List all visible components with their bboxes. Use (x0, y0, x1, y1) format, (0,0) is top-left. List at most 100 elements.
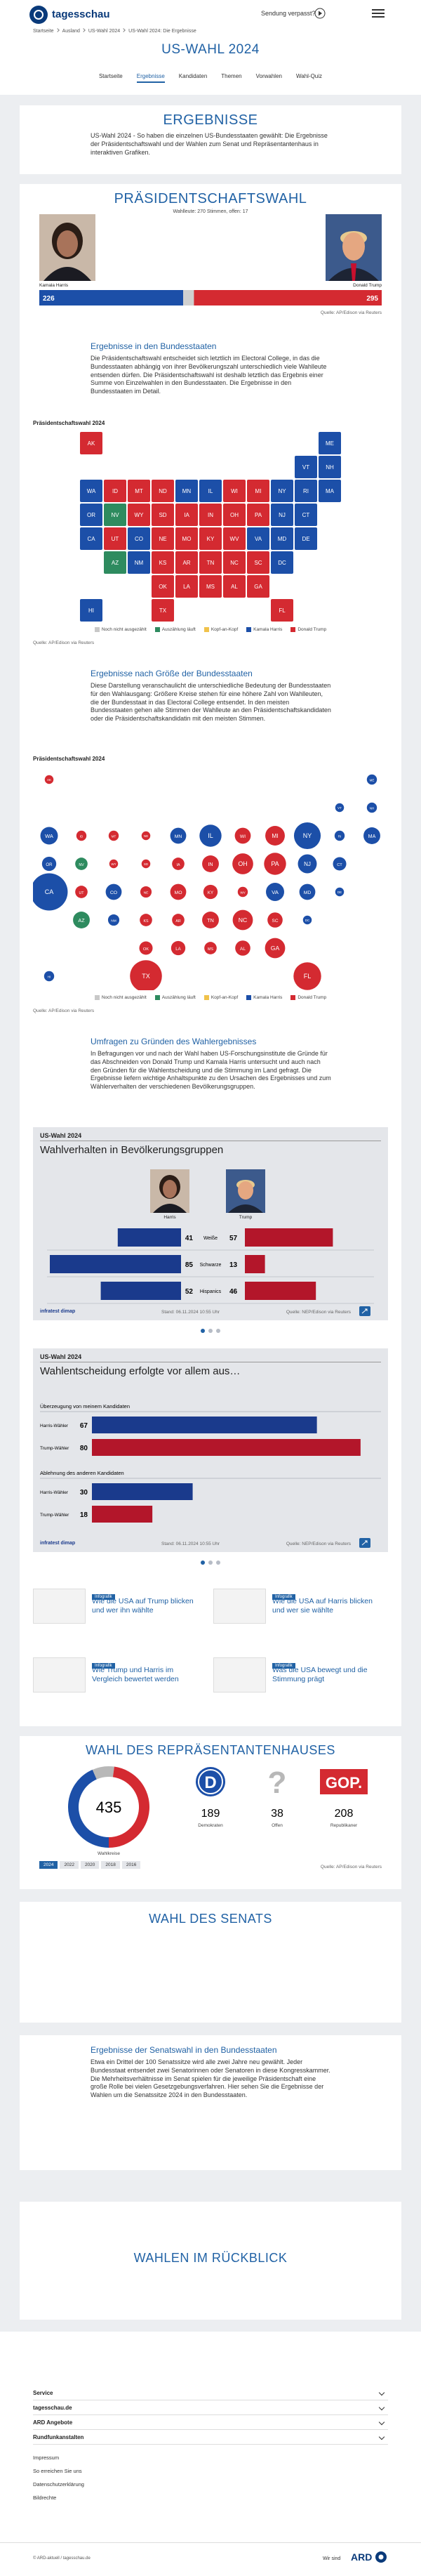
ard-logo-icon (375, 2551, 387, 2563)
missed-link[interactable]: Sendung verpasst? (261, 10, 316, 17)
footer-section[interactable]: ARD Angebote (33, 2416, 388, 2430)
nav-item[interactable]: Wahl-Quiz (295, 73, 323, 79)
state-label: FL (279, 607, 286, 614)
value-label: 67 (80, 1422, 88, 1430)
teaser-title[interactable]: Wie Trump und Harris im Vergleich bewert… (92, 1666, 179, 1683)
state-label: KS (159, 560, 167, 566)
state-tile (80, 480, 102, 502)
carousel-dots[interactable] (0, 1560, 421, 1565)
state-bubble (237, 886, 248, 898)
state-bubble (293, 822, 321, 850)
senate-card (20, 1902, 401, 2023)
play-icon[interactable] (314, 8, 326, 19)
state-bubble (299, 883, 316, 900)
teaser-title[interactable]: Wie die USA auf Harris blicken und wer s… (272, 1597, 373, 1615)
value-label: 85 (185, 1261, 194, 1269)
breadcrumb: Startseite Ausland US-Wahl 2024 US-Wahl 202… (33, 28, 196, 34)
menu-icon[interactable] (372, 8, 386, 19)
group-label: Ablehnung des anderen Kandidaten (40, 1470, 124, 1476)
state-label: DE (338, 891, 342, 894)
teaser-title[interactable]: Was die USA bewegt und die Stimmung präg… (272, 1666, 368, 1683)
value-label: 57 (229, 1235, 238, 1242)
state-bubble (265, 938, 286, 959)
teaser-image[interactable] (33, 1657, 86, 1693)
footer-link[interactable]: Bildrechte (33, 2495, 57, 2501)
state-tile (271, 599, 293, 622)
footer-link[interactable]: So erreichen Sie uns (33, 2468, 82, 2474)
teaser-image[interactable] (33, 1589, 86, 1624)
legend-label: Auszählung läuft (161, 627, 196, 633)
state-label: AZ (112, 560, 119, 566)
state-bubble (107, 914, 120, 926)
state-bubble (75, 886, 88, 898)
section-text: Die Präsidentschaftswahl entscheidet sic… (91, 355, 327, 395)
logo[interactable]: tagesschau (52, 8, 110, 20)
state-label: MA (326, 488, 335, 494)
year-tab[interactable]: 2018 (101, 1861, 120, 1869)
hbar-chart: Überzeugung von meinem Kandidaten Harris-… (40, 1403, 381, 1523)
footer-link[interactable]: Impressum (33, 2455, 60, 2461)
share-button[interactable] (359, 1306, 370, 1316)
state-tile (295, 504, 317, 526)
value-label: 295 (366, 295, 378, 303)
state-bubble (108, 830, 119, 841)
ard-logo[interactable]: ARD (351, 2551, 373, 2563)
carousel-dots[interactable] (0, 1329, 421, 1333)
nav-item[interactable]: Themen (221, 73, 242, 79)
year-tab[interactable]: 2020 (80, 1861, 100, 1869)
share-button[interactable] (359, 1538, 370, 1548)
nav-item[interactable]: Kandidaten (178, 73, 208, 79)
state-label: TX (142, 973, 150, 980)
nav-item[interactable]: Ergebnisse (136, 73, 165, 83)
state-tile (271, 527, 293, 550)
party-icon-label: ? (268, 1766, 287, 1800)
butterfly-chart: 41 Weiße 57 85 Schwarze 13 52 Hispanics 46 (47, 1228, 374, 1304)
state-label: MO (175, 891, 182, 895)
state-label: WA (45, 833, 53, 839)
breadcrumb-item[interactable]: US-Wahl 2024: Die Ergebnisse (128, 29, 196, 34)
state-label: VT (338, 806, 342, 810)
copyright: © ARD-aktuell / tagesschau.de (33, 2556, 91, 2561)
legend-swatch (154, 995, 160, 1000)
breadcrumb-item[interactable]: Ausland (62, 29, 80, 34)
state-label: NV (111, 512, 119, 518)
state-label: ND (144, 834, 149, 838)
nav-item[interactable]: Vorwahlen (255, 73, 282, 79)
state-label: VT (302, 464, 309, 471)
state-tile (199, 480, 222, 502)
state-label: LA (183, 584, 190, 590)
year-tab[interactable]: 2022 (60, 1861, 79, 1869)
party-icon-label: D (204, 1773, 216, 1792)
teaser-image[interactable] (213, 1589, 266, 1624)
state-tile (104, 504, 126, 526)
state-bubble (232, 909, 253, 931)
state-label: MT (112, 834, 116, 838)
state-label: MI (255, 488, 262, 494)
section-text: In Befragungen vor und nach der Wahl hab… (91, 1050, 331, 1091)
year-tab[interactable]: 2016 (121, 1861, 141, 1869)
category-label: Schwarze (200, 1263, 222, 1268)
footer-section[interactable]: Service (33, 2386, 388, 2400)
year-tab[interactable]: 2024 (39, 1861, 58, 1869)
state-label: OR (46, 862, 53, 867)
state-tile (128, 551, 150, 574)
value-label: 226 (43, 295, 55, 303)
state-label: SD (159, 512, 166, 518)
legend-item: Donald Trump (290, 995, 326, 1000)
breadcrumb-item[interactable]: US-Wahl 2024 (88, 29, 121, 34)
section-heading: Ergebnisse nach Größe der Bundesstaaten (91, 669, 253, 678)
state-bubble (333, 857, 347, 871)
state-label: NJ (304, 861, 311, 867)
teaser-image[interactable] (213, 1657, 266, 1693)
value-label: 46 (229, 1288, 238, 1296)
breadcrumb-item[interactable]: Startseite (33, 29, 54, 34)
state-bubble (109, 859, 119, 869)
nav-item[interactable]: Startseite (98, 73, 123, 79)
teaser-title[interactable]: Wie die USA auf Trump blicken und wer ih… (92, 1597, 194, 1615)
state-label: TN (207, 560, 215, 566)
footer-section[interactable]: tagesschau.de (33, 2401, 388, 2415)
value-label: 18 (80, 1511, 88, 1519)
state-tile (247, 551, 269, 574)
footer-section[interactable]: Rundfunkanstalten (33, 2431, 388, 2445)
footer-link[interactable]: Datenschutzerklärung (33, 2481, 84, 2488)
